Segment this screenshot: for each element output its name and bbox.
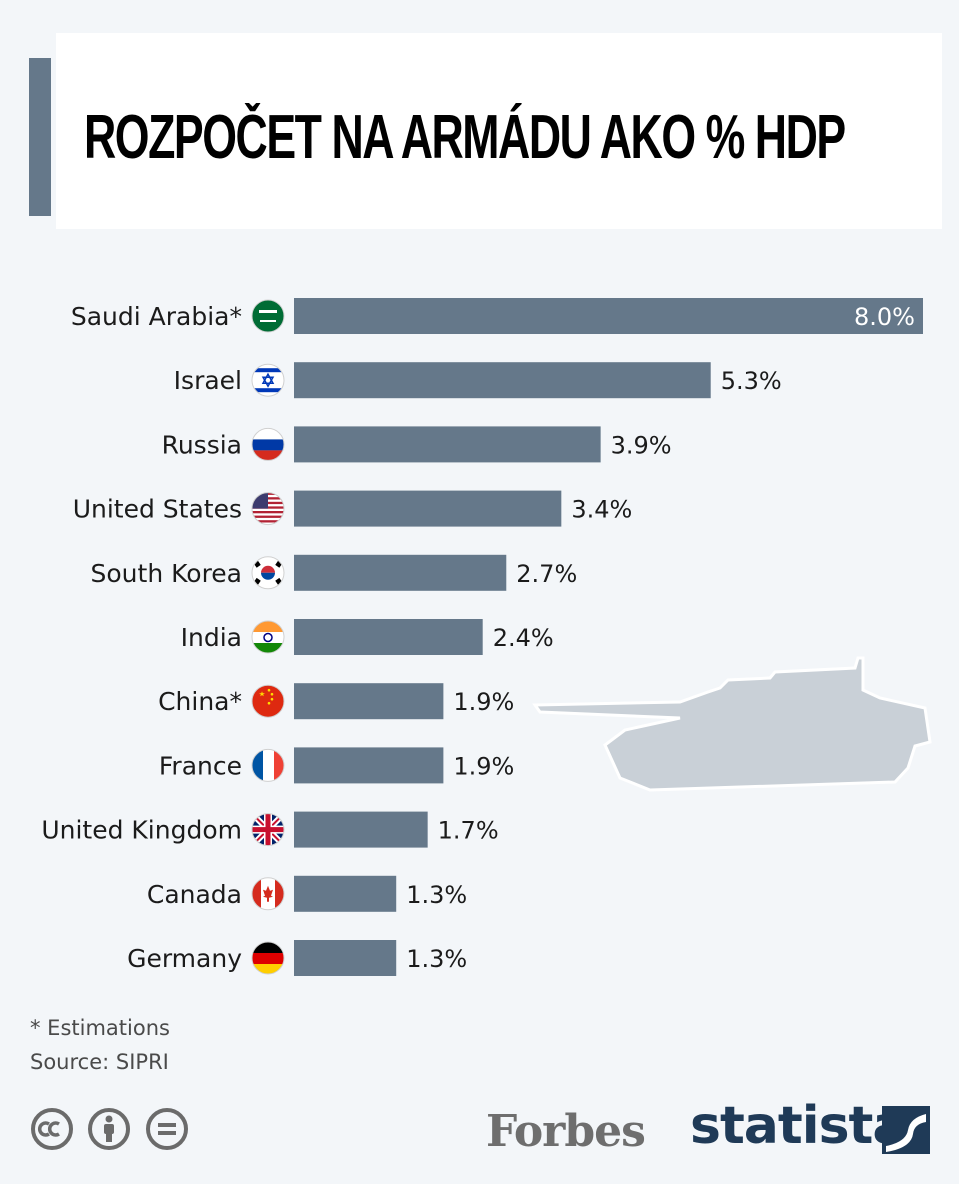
bar-row: China* 1.9% — [158, 683, 514, 720]
bar — [294, 683, 444, 720]
cc-icon[interactable] — [30, 1107, 74, 1151]
forbes-logo: Forbes — [486, 1106, 646, 1157]
united-states-flag-icon — [251, 492, 285, 526]
bar-row: Russia 3.9% — [162, 426, 672, 463]
category-label: Russia — [162, 430, 242, 459]
value-label: 5.3% — [721, 367, 782, 395]
bar-row: Saudi Arabia* 8.0% — [71, 298, 923, 334]
bar-chart: Saudi Arabia* 8.0% Israel 5.3% Russia 3.9% Uni… — [41, 298, 923, 976]
bar — [294, 554, 507, 591]
value-label: 3.4% — [571, 496, 632, 524]
value-label: 3.9% — [611, 431, 672, 459]
bar — [294, 811, 428, 848]
bar — [294, 362, 711, 399]
india-flag-icon — [251, 620, 285, 654]
title-box — [56, 33, 942, 229]
canada-flag-icon — [251, 877, 285, 911]
category-label: Saudi Arabia* — [71, 302, 242, 331]
attribution-icon[interactable] — [87, 1107, 131, 1151]
bar-row: France 1.9% — [159, 747, 514, 784]
source-note: Source: SIPRI — [30, 1050, 169, 1074]
bar — [294, 490, 562, 527]
footnote: * Estimations — [30, 1016, 170, 1040]
value-label: 8.0% — [854, 303, 915, 331]
value-label: 1.3% — [406, 945, 467, 973]
category-label: Canada — [147, 880, 242, 909]
france-flag-icon — [251, 748, 285, 782]
israel-flag-icon — [251, 363, 285, 397]
category-label: United States — [73, 495, 242, 524]
united-kingdom-flag-icon — [251, 813, 285, 847]
bar-row: Canada 1.3% — [147, 875, 467, 912]
value-label: 1.7% — [438, 817, 499, 845]
category-label: France — [159, 751, 242, 780]
category-label: India — [181, 623, 242, 652]
bar — [294, 875, 397, 912]
statista-mark-icon — [882, 1106, 930, 1154]
category-label: Israel — [174, 366, 242, 395]
value-label: 1.3% — [406, 881, 467, 909]
title-accent-bar — [29, 58, 51, 216]
bar-row: Israel 5.3% — [174, 362, 782, 399]
statista-logo: statista — [690, 1096, 907, 1156]
no-derivatives-icon[interactable] — [145, 1107, 189, 1151]
tank-icon — [532, 656, 932, 792]
bar-row: South Korea 2.7% — [91, 554, 577, 591]
bar — [294, 298, 923, 334]
bar-row: Germany 1.3% — [127, 940, 467, 976]
value-label: 1.9% — [453, 752, 514, 780]
bar — [294, 940, 397, 976]
bar-row: United Kingdom 1.7% — [41, 811, 499, 848]
category-label: China* — [158, 687, 242, 716]
value-label: 2.4% — [493, 624, 554, 652]
saudi-arabia-flag-icon — [251, 299, 285, 333]
bar — [294, 426, 601, 463]
bar — [294, 619, 483, 655]
value-label: 1.9% — [453, 688, 514, 716]
bar-row: India 2.4% — [181, 619, 554, 655]
bar — [294, 747, 444, 784]
category-label: Germany — [127, 944, 242, 973]
russia-flag-icon — [251, 427, 285, 461]
value-label: 2.7% — [516, 560, 577, 588]
south-korea-flag-icon — [251, 556, 285, 590]
category-label: United Kingdom — [41, 816, 242, 845]
germany-flag-icon — [251, 941, 285, 975]
category-label: South Korea — [91, 559, 242, 588]
bar-row: United States 3.4% — [73, 490, 632, 527]
china-flag-icon — [251, 684, 285, 718]
